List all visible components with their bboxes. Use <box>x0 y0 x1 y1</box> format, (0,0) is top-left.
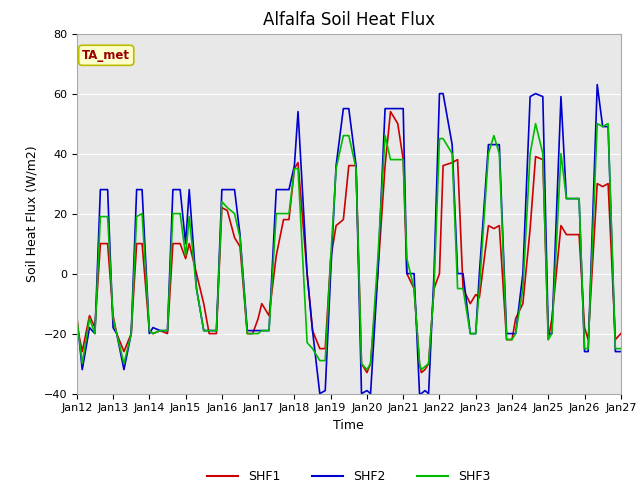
SHF2 <box>617 348 625 354</box>
SHF2 <box>212 328 220 334</box>
SHF3 <box>410 286 418 291</box>
SHF1 <box>363 370 371 375</box>
SHF2 <box>410 271 418 276</box>
SHF1 <box>212 331 220 336</box>
SHF2 <box>484 142 492 147</box>
Legend: SHF1, SHF2, SHF3: SHF1, SHF2, SHF3 <box>202 465 495 480</box>
SHF3 <box>212 328 220 334</box>
Title: Alfalfa Soil Heat Flux: Alfalfa Soil Heat Flux <box>263 11 435 29</box>
SHF3 <box>532 120 540 126</box>
SHF2 <box>285 187 293 192</box>
SHF3 <box>363 367 371 372</box>
SHF1 <box>164 331 172 336</box>
SHF3 <box>164 328 172 334</box>
Line: SHF1: SHF1 <box>77 111 621 372</box>
SHF2 <box>73 324 81 330</box>
SHF2 <box>316 391 324 396</box>
SHF3 <box>285 211 293 216</box>
SHF1 <box>416 361 424 367</box>
SHF1 <box>285 216 293 222</box>
SHF1 <box>490 226 498 231</box>
SHF3 <box>617 346 625 351</box>
Y-axis label: Soil Heat Flux (W/m2): Soil Heat Flux (W/m2) <box>25 145 38 282</box>
SHF2 <box>164 328 172 334</box>
Line: SHF3: SHF3 <box>77 123 621 370</box>
Text: TA_met: TA_met <box>82 49 131 62</box>
SHF1 <box>617 331 625 336</box>
SHF2 <box>593 82 601 87</box>
SHF1 <box>303 271 311 276</box>
SHF1 <box>387 108 394 114</box>
SHF2 <box>303 271 311 276</box>
X-axis label: Time: Time <box>333 419 364 432</box>
Line: SHF2: SHF2 <box>77 84 621 394</box>
SHF1 <box>73 313 81 319</box>
SHF3 <box>484 151 492 156</box>
SHF3 <box>303 340 311 346</box>
SHF3 <box>73 316 81 322</box>
